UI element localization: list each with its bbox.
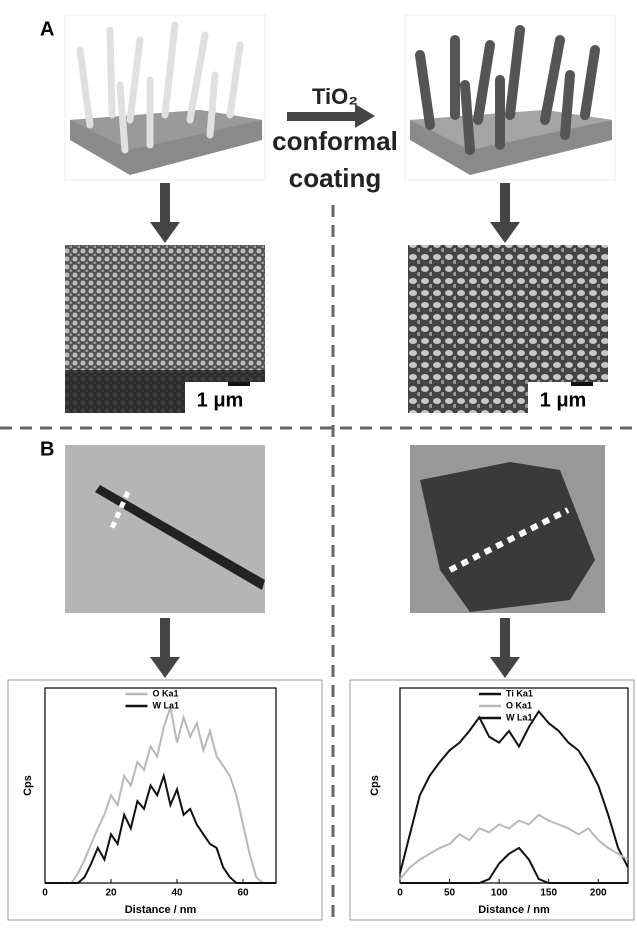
chart-frame — [349, 679, 635, 921]
plot-area — [44, 687, 277, 884]
data-line — [399, 813, 629, 880]
process-label: coating — [289, 163, 381, 193]
x-tick-label: 20 — [105, 888, 117, 899]
x-tick-label: 60 — [237, 888, 249, 899]
data-line — [45, 772, 276, 884]
panel-label: B — [40, 438, 54, 460]
x-axis-label: Distance / nm — [478, 904, 550, 916]
x-tick-label: 200 — [590, 888, 607, 899]
schematic-coated — [404, 14, 616, 181]
plot-area — [399, 687, 629, 884]
data-line — [45, 703, 276, 884]
chart-frame — [7, 679, 323, 921]
x-tick-label: 0 — [397, 888, 403, 899]
panel-label: A — [40, 18, 54, 40]
x-axis-label: Distance / nm — [125, 904, 197, 916]
y-axis-label: Cps — [369, 775, 381, 796]
x-tick-label: 150 — [540, 888, 557, 899]
scale-bar-label: 1 μm — [540, 389, 587, 411]
process-label: TiO₂ — [312, 84, 358, 109]
legend-label: O Ka1 — [153, 688, 179, 698]
process-label: conformal — [272, 126, 398, 156]
legend-label: W La1 — [153, 700, 180, 710]
data-line — [400, 846, 628, 884]
legend-label: Ti Ka1 — [506, 688, 533, 698]
arrow — [150, 104, 520, 678]
x-tick-label: 40 — [171, 888, 183, 899]
x-tick-label: 50 — [444, 888, 456, 899]
legend-label: W La1 — [506, 712, 533, 722]
y-axis-label: Cps — [22, 775, 34, 796]
x-tick-label: 100 — [491, 888, 508, 899]
data-line — [399, 709, 629, 874]
x-tick-label: 0 — [42, 888, 48, 899]
scale-bar-label: 1 μm — [197, 389, 244, 411]
legend-label: O Ka1 — [506, 700, 532, 710]
schematic-bare — [64, 14, 266, 181]
